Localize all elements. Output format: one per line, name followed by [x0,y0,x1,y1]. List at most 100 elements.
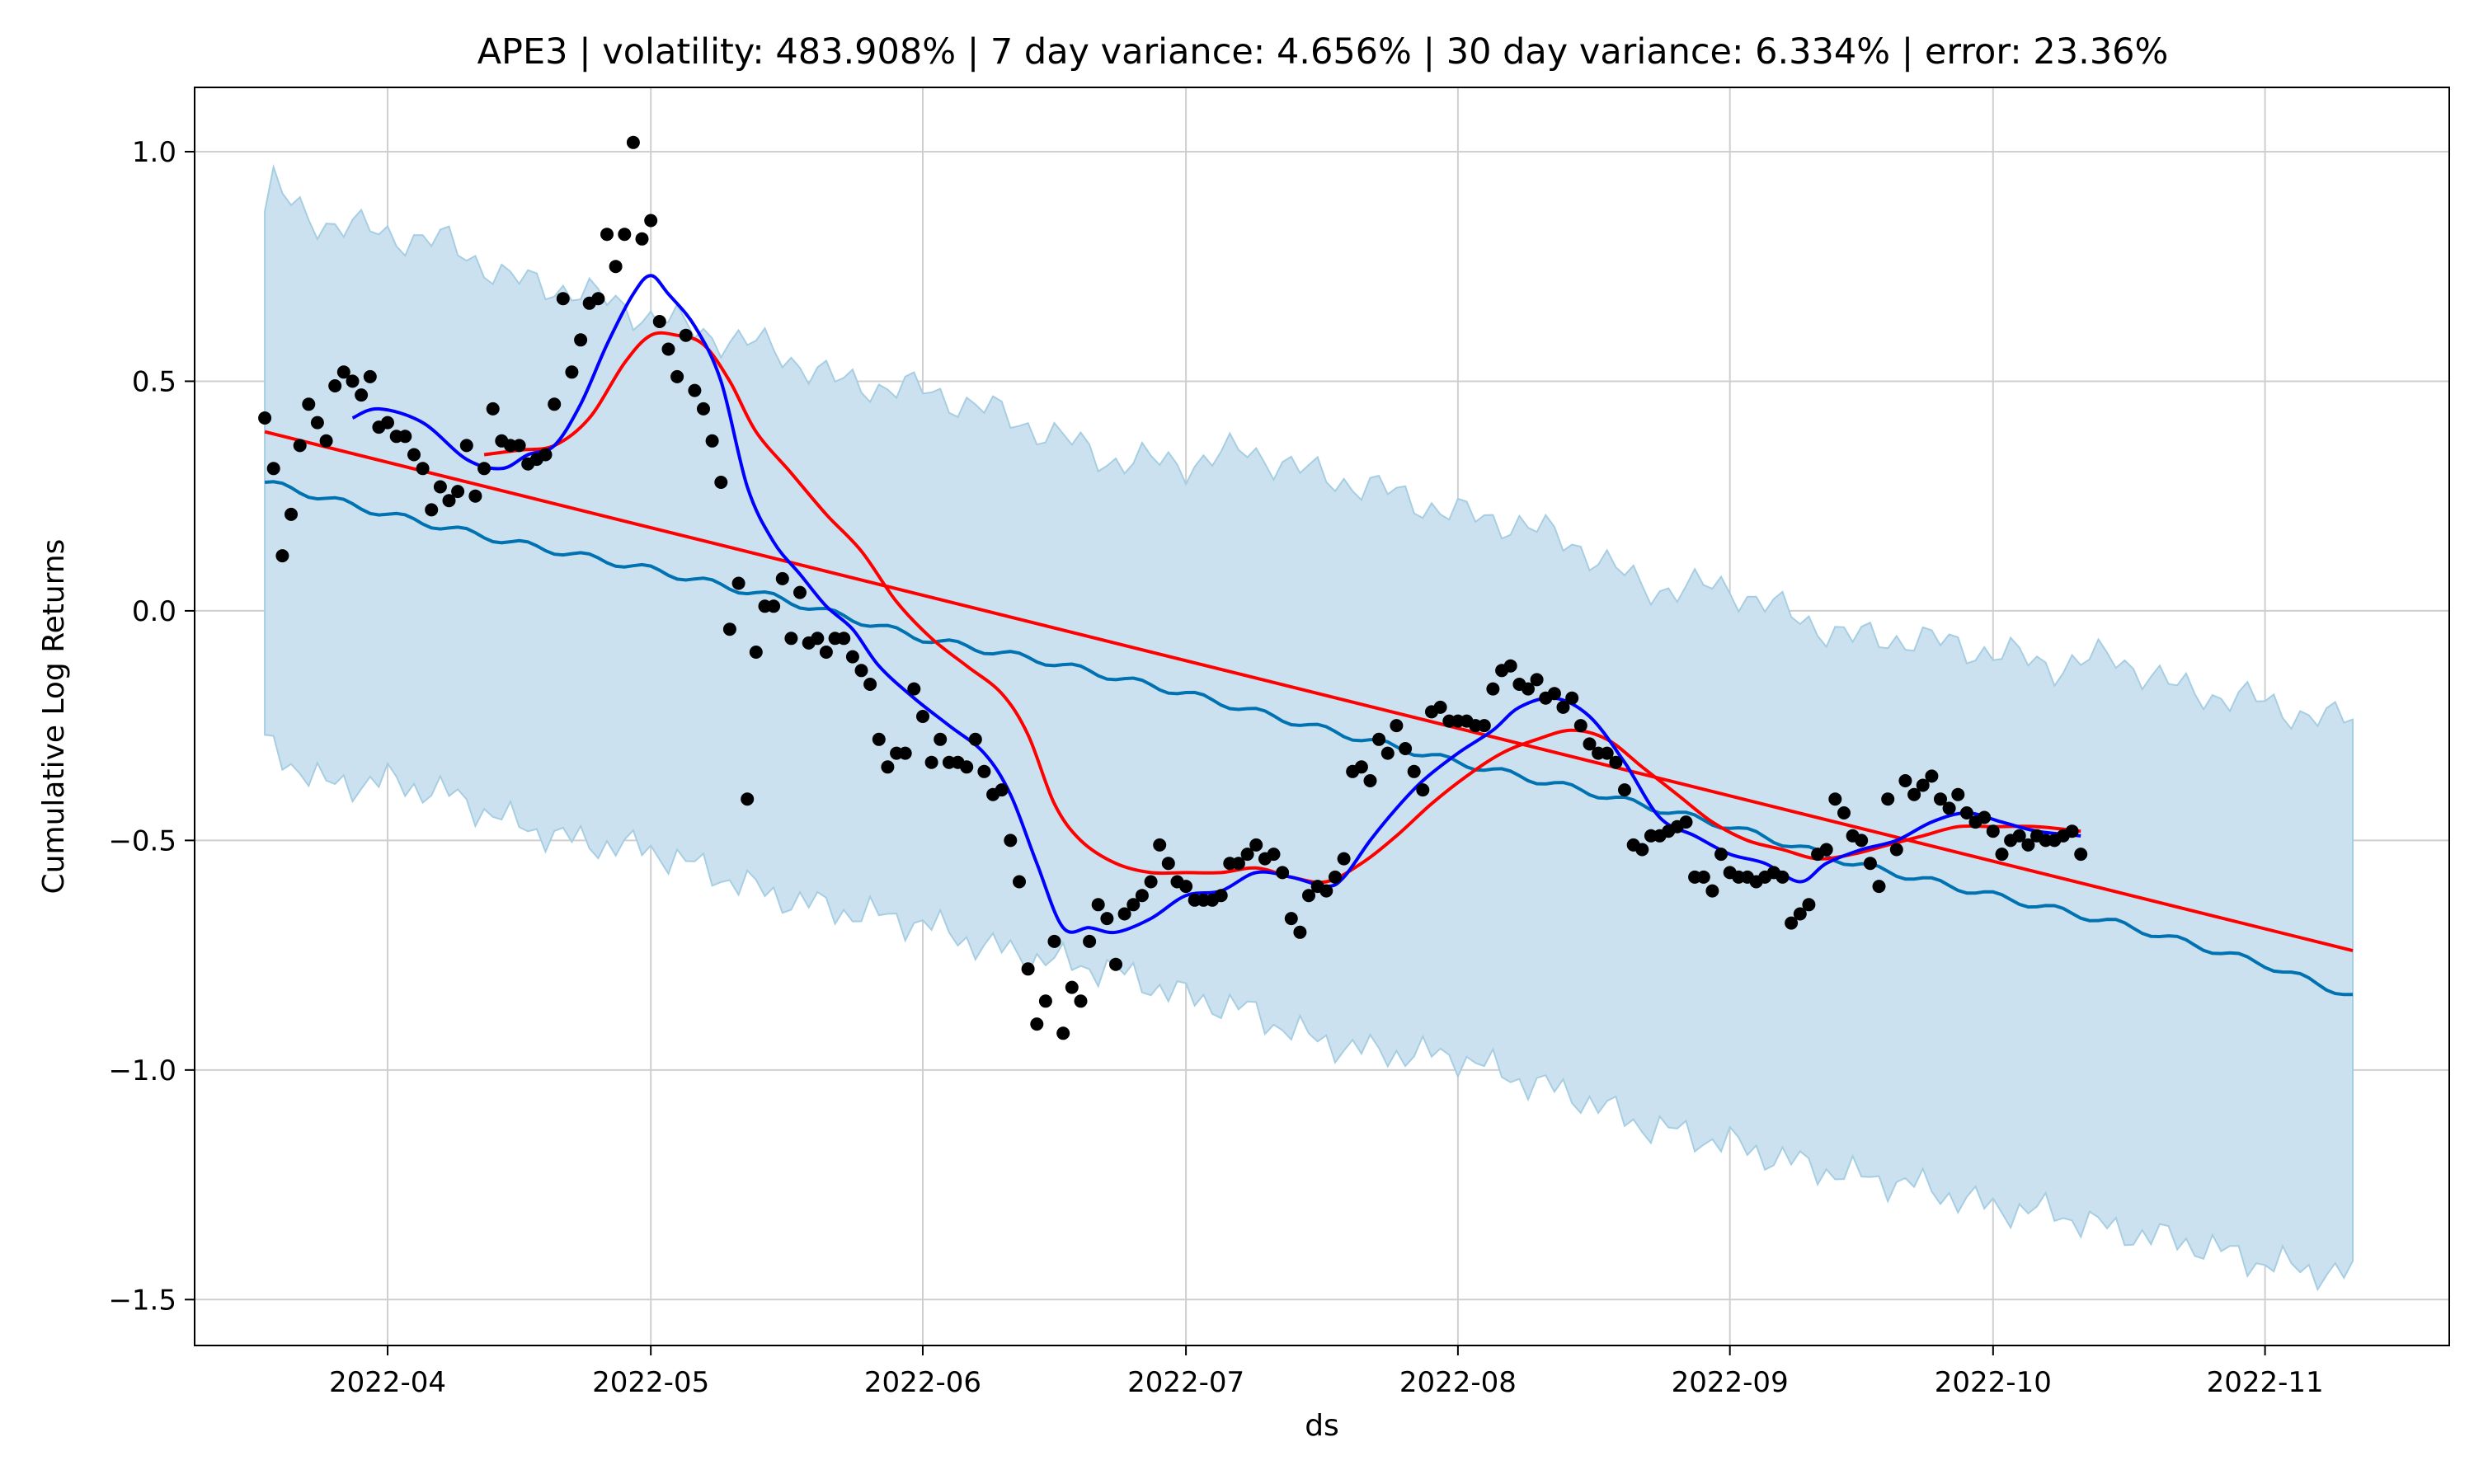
data-point [793,585,807,599]
data-point [652,315,666,328]
data-point [425,503,439,517]
y-axis-label: Cumulative Log Returns [37,539,71,895]
data-point [1135,889,1149,903]
data-point [2021,838,2035,852]
data-point [486,402,500,416]
data-point [1855,834,1869,848]
data-point [416,462,430,476]
data-point [1635,843,1649,857]
data-point [767,599,781,613]
data-point [363,369,377,383]
data-point [1785,916,1799,930]
data-point [1302,889,1315,903]
data-point [1863,857,1877,871]
data-point [565,365,579,379]
y-tick-label: −1.5 [108,1284,176,1317]
y-tick-label: −1.0 [108,1054,176,1087]
data-point [1276,866,1290,880]
data-point [1047,934,1061,948]
x-tick-label: 2022-08 [1399,1366,1517,1399]
data-point [688,383,702,397]
data-point [1951,787,1965,801]
data-point [1380,746,1395,760]
x-tick-label: 2022-10 [1935,1366,2052,1399]
data-point [811,632,825,646]
data-point [293,439,307,453]
data-point [600,228,614,242]
data-point [1249,838,1263,852]
data-point [1354,760,1368,774]
plot-frame [194,87,2450,1346]
data-point [1372,732,1386,746]
data-point [1126,898,1141,912]
data-point [1986,824,2000,838]
y-tick-label: 1.0 [132,136,176,169]
data-point [556,292,570,306]
data-point [302,397,316,411]
data-point [1819,843,1833,857]
data-point [1083,934,1097,948]
data-point [1486,682,1500,696]
data-point [819,646,833,659]
plot-area [195,87,2449,1345]
data-point [266,462,280,476]
data-point [977,764,991,778]
data-point [1776,870,1790,884]
data-point [705,434,719,448]
data-point [670,369,684,383]
data-point [863,678,877,691]
data-point [1021,962,1035,976]
data-point [477,462,492,476]
data-point [1995,848,2009,862]
data-point [1793,907,1807,921]
data-point [451,485,465,499]
data-point [837,632,851,646]
data-point [346,374,360,388]
chart-title: APE3 | volatility: 483.908% | 7 day vari… [477,31,2169,73]
y-tick-label: 0.0 [132,595,176,628]
data-point [275,549,289,563]
data-point [697,402,710,416]
data-point [1337,852,1351,866]
data-point [2074,848,2088,862]
data-point [381,416,394,430]
data-point [1583,737,1597,751]
data-point [960,760,974,774]
data-point [661,342,675,356]
y-tick-label: 0.5 [132,365,176,398]
data-point [1153,838,1167,852]
data-point [512,439,526,453]
data-point [442,494,456,508]
data-point [924,755,938,769]
data-point [328,379,342,392]
data-point [1390,719,1404,733]
data-point [618,228,632,242]
data-point [775,571,789,585]
data-point [1074,994,1088,1008]
data-point [1013,875,1026,889]
x-tick-label: 2022-07 [1127,1366,1244,1399]
data-point [872,732,886,746]
data-point [934,732,948,746]
data-point [1214,889,1228,903]
data-point [635,232,649,246]
data-point [1161,857,1175,871]
data-point [548,397,562,411]
data-point [1872,880,1886,894]
data-point [722,622,736,636]
data-point [714,476,728,489]
trend-line [264,430,2354,952]
data-point [881,760,895,774]
data-point [907,682,921,696]
data-point [539,448,553,462]
data-point [644,214,658,228]
data-point [1056,1026,1070,1040]
data-point [1837,806,1851,819]
data-point [2065,824,2079,838]
data-point [995,783,1009,797]
data-point [1091,898,1105,912]
data-point [1284,912,1298,926]
data-point [1959,806,1973,819]
data-point [1109,957,1122,971]
x-tick-label: 2022-09 [1672,1366,1789,1399]
